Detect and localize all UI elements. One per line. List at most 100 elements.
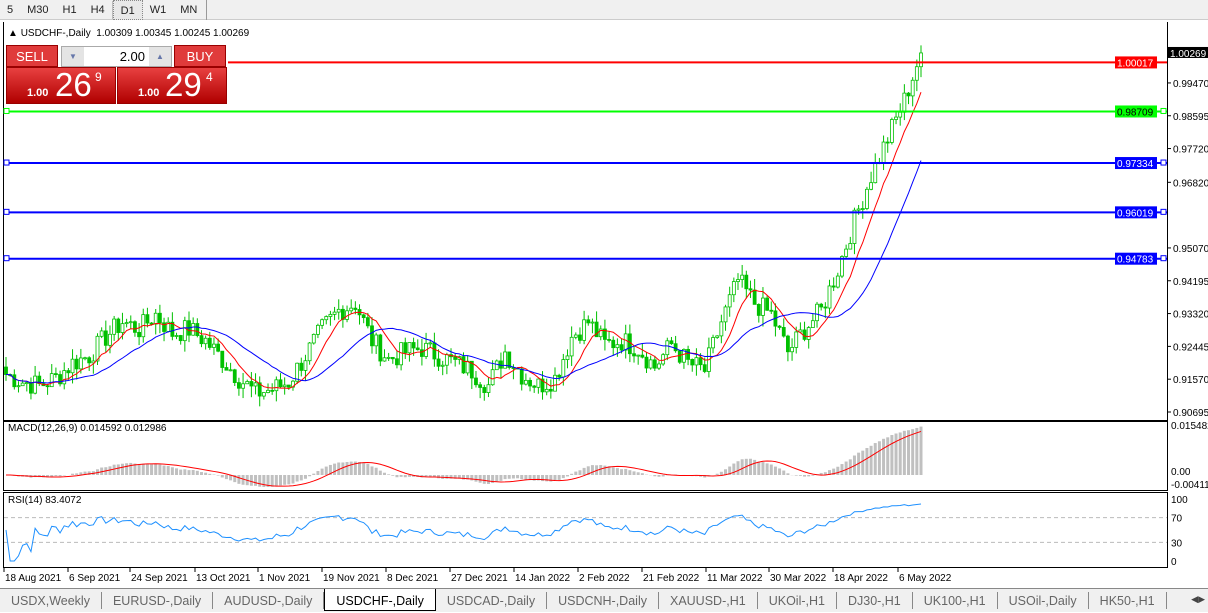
candle-bull <box>616 345 619 348</box>
candle-bear <box>907 93 910 96</box>
macd-histogram-bar <box>795 475 798 476</box>
tab-usoil[interactable]: USOil-,Daily <box>998 592 1089 609</box>
macd-histogram-bar <box>778 468 781 475</box>
candle-bull <box>316 325 319 334</box>
sell-price-button[interactable]: 1.00 26 9 <box>6 67 116 104</box>
tab-uk100[interactable]: UK100-,H1 <box>913 592 998 609</box>
candle-bull <box>583 320 586 341</box>
candle-bear <box>703 365 706 372</box>
macd-histogram-bar <box>291 475 294 484</box>
candle-bull <box>724 307 727 322</box>
macd-histogram-bar <box>474 475 477 482</box>
candle-bear <box>271 390 274 391</box>
tab-scroll-arrows-icon[interactable]: ◀▶ <box>1191 594 1205 605</box>
tab-hk50[interactable]: HK50-,H1 <box>1089 592 1167 609</box>
tf-h4[interactable]: H4 <box>84 0 112 20</box>
tab-usdcnh[interactable]: USDCNH-,Daily <box>547 592 659 609</box>
macd-histogram-bar <box>495 475 498 482</box>
macd-histogram-bar <box>146 464 149 475</box>
x-tick-label: 13 Oct 2021 <box>196 573 251 584</box>
tab-dj30[interactable]: DJ30-,H1 <box>837 592 913 609</box>
y-tick-label: 0.92445 <box>1173 342 1208 353</box>
line-handle <box>1161 108 1166 113</box>
candle-bull <box>96 336 99 361</box>
sell-button[interactable]: SELL <box>6 45 58 67</box>
tf-5[interactable]: 5 <box>0 0 20 20</box>
candle-bull <box>34 376 37 393</box>
tf-w1[interactable]: W1 <box>143 0 174 20</box>
macd-histogram-bar <box>803 475 806 477</box>
macd-y-label: 0.015482 <box>1171 421 1208 432</box>
macd-histogram-bar <box>774 467 777 475</box>
macd-histogram-bar <box>915 428 918 475</box>
candle-bull <box>192 323 195 335</box>
macd-histogram-bar <box>578 470 581 475</box>
candle-bear <box>670 341 673 344</box>
price-label: 1.00017 <box>1117 58 1154 69</box>
tab-usdx[interactable]: USDX,Weekly <box>0 592 102 609</box>
y-tick-label: 0.93320 <box>1173 310 1208 321</box>
macd-histogram-bar <box>766 463 769 475</box>
decrease-icon[interactable]: ▼ <box>62 47 84 66</box>
candle-bull <box>816 304 819 320</box>
tf-h1[interactable]: H1 <box>56 0 84 20</box>
tab-usdcad[interactable]: USDCAD-,Daily <box>436 592 547 609</box>
macd-histogram-bar <box>840 464 843 475</box>
tf-mn[interactable]: MN <box>173 0 204 20</box>
macd-label: MACD(12,26,9) 0.014592 0.012986 <box>8 423 167 434</box>
candle-bear <box>138 332 141 336</box>
price-chart[interactable]: 0.994700.985950.977200.968200.950700.941… <box>0 22 1208 588</box>
y-tick-label: 0.91570 <box>1173 375 1208 386</box>
candle-bull <box>21 383 24 386</box>
macd-histogram-bar <box>516 475 519 478</box>
tab-audusd[interactable]: AUDUSD-,Daily <box>213 592 324 609</box>
macd-histogram-bar <box>612 467 615 475</box>
quantity-stepper[interactable]: ▼ 2.00 ▲ <box>61 46 172 67</box>
macd-histogram-bar <box>304 475 307 479</box>
macd-histogram-bar <box>208 474 211 475</box>
macd-histogram-bar <box>125 463 128 475</box>
macd-histogram-bar <box>383 473 386 475</box>
macd-histogram-bar <box>599 465 602 475</box>
tab-usdchf[interactable]: USDCHF-,Daily <box>324 589 436 611</box>
ma-fast-line <box>6 92 921 388</box>
candle-bull <box>100 331 103 336</box>
macd-histogram-bar <box>300 475 303 480</box>
candle-bull <box>716 336 719 338</box>
buy-button[interactable]: BUY <box>174 45 226 67</box>
macd-histogram-bar <box>395 475 398 477</box>
macd-histogram-bar <box>296 475 299 482</box>
candle-bull <box>400 343 403 365</box>
candle-bull <box>154 313 157 324</box>
tab-ukoil[interactable]: UKOil-,H1 <box>758 592 837 609</box>
macd-histogram-bar <box>487 475 490 484</box>
tab-eurusd[interactable]: EURUSD-,Daily <box>102 592 213 609</box>
candle-bear <box>29 383 32 394</box>
macd-histogram-bar <box>204 473 207 475</box>
candle-bear <box>354 308 357 309</box>
quantity-input[interactable]: 2.00 <box>120 49 145 64</box>
sell-price-pip: 9 <box>95 70 102 84</box>
tf-m30[interactable]: M30 <box>20 0 55 20</box>
macd-histogram-bar <box>59 475 62 476</box>
macd-histogram-bar <box>237 475 240 484</box>
line-handle <box>4 108 9 113</box>
candle-bear <box>674 344 677 351</box>
macd-histogram-bar <box>200 472 203 475</box>
tab-eu[interactable]: EU <box>1167 592 1178 609</box>
macd-histogram-bar <box>624 469 627 475</box>
tab-xauusd[interactable]: XAUUSD-,H1 <box>659 592 758 609</box>
buy-price-button[interactable]: 1.00 29 4 <box>117 67 227 104</box>
macd-histogram-bar <box>379 471 382 475</box>
x-tick-label: 30 Mar 2022 <box>770 573 827 584</box>
macd-histogram-bar <box>620 469 623 475</box>
candle-bear <box>786 336 789 352</box>
increase-icon[interactable]: ▲ <box>149 47 171 66</box>
candle-bull <box>229 370 232 371</box>
candle-bear <box>88 358 91 363</box>
candle-bear <box>770 310 773 311</box>
candle-bull <box>899 112 902 117</box>
tf-d1[interactable]: D1 <box>113 0 143 20</box>
candle-bull <box>408 342 411 352</box>
macd-histogram-bar <box>836 467 839 475</box>
